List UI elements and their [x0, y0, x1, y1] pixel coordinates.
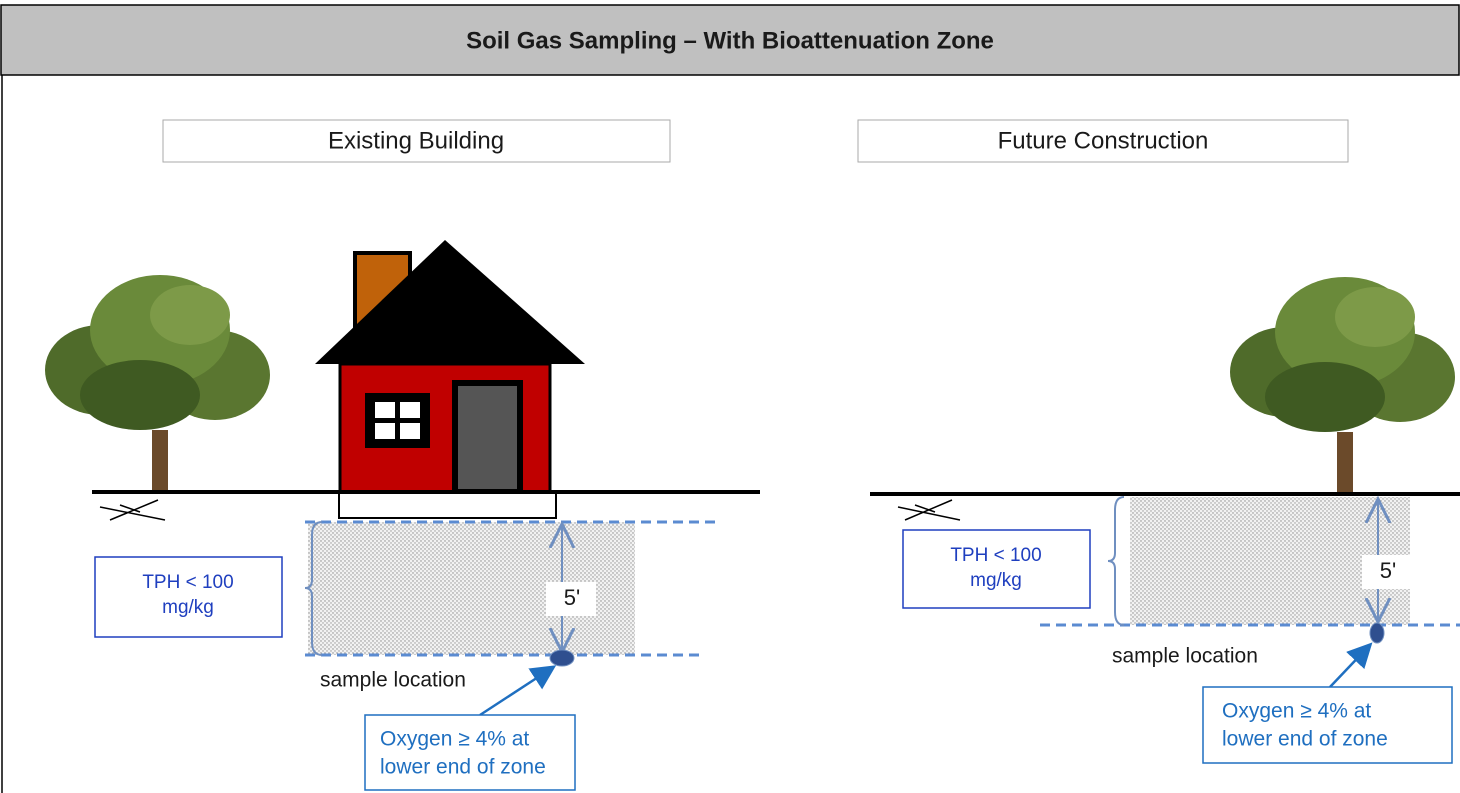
depth-bg — [546, 582, 596, 616]
sample-point — [1369, 622, 1385, 644]
panel-future: Future Construction TPH < 100 mg/kg 5' s… — [857, 119, 1460, 764]
tph-box — [94, 556, 283, 638]
tph-label: mg/kg — [162, 597, 214, 618]
brace — [304, 521, 323, 656]
depth: 5' — [1380, 558, 1396, 583]
heading: Existing Building — [328, 127, 504, 154]
tph-label: TPH < 100 — [142, 572, 233, 593]
oxygen-box — [364, 714, 576, 791]
heading: Future Construction — [998, 127, 1209, 154]
tph-label: TPH < 100 — [950, 545, 1041, 566]
door — [452, 380, 523, 495]
grass — [897, 499, 961, 521]
sample-label: sample location — [1112, 645, 1258, 668]
foundation — [338, 491, 557, 519]
oxygen-box — [1202, 686, 1453, 764]
depth: 5' — [564, 585, 580, 610]
oxygen-label: Oxygen ≥ 4% at — [1222, 700, 1371, 723]
oxygen-label: lower end of zone — [380, 756, 546, 779]
brace — [1107, 496, 1125, 626]
tph-box — [902, 529, 1091, 609]
grass — [99, 499, 166, 521]
tph-label: mg/kg — [970, 570, 1022, 591]
oxygen-label: lower end of zone — [1222, 728, 1388, 751]
sample-label: sample location — [320, 669, 466, 692]
title: Soil Gas Sampling – With Bioattenuation … — [466, 27, 994, 54]
depth-bg — [1362, 555, 1412, 589]
tree — [1230, 277, 1455, 492]
panel-existing: Existing Building TPH < 100 mg/kg 5' sam… — [45, 119, 760, 791]
tree — [45, 275, 270, 490]
window — [365, 393, 430, 448]
roof — [315, 240, 585, 364]
header-band — [0, 4, 1460, 76]
sample-point — [549, 649, 575, 667]
oxygen-label: Oxygen ≥ 4% at — [380, 728, 529, 751]
heading-box — [857, 119, 1349, 163]
heading-box — [162, 119, 671, 163]
